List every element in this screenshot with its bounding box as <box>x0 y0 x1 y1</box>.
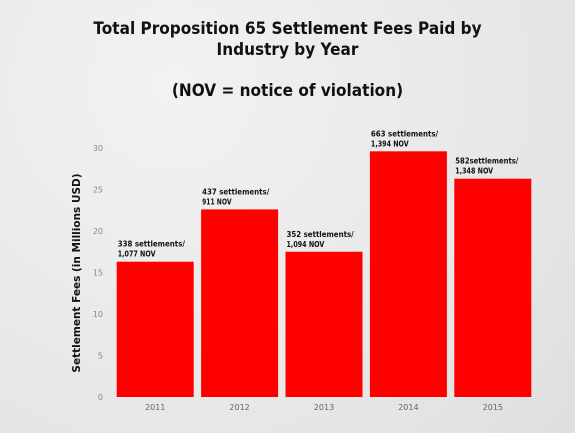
bar-annotation: 338 settlements/ <box>118 240 185 249</box>
bar-2011 <box>116 261 194 397</box>
x-tick-label: 2015 <box>483 403 503 412</box>
bar-annotation: 352 settlements/ <box>287 230 354 239</box>
y-tick-label: 10 <box>93 310 103 319</box>
y-tick-label: 25 <box>93 186 103 195</box>
chart-title-line-1: Total Proposition 65 Settlement Fees Pai… <box>93 19 482 39</box>
y-tick-label: 30 <box>93 144 103 153</box>
chart-title-line-2: Industry by Year <box>216 40 359 60</box>
x-tick-label: 2014 <box>398 403 418 412</box>
chart-subtitle: (NOV = notice of violation) <box>171 81 404 101</box>
bar-2013 <box>285 251 363 397</box>
y-tick-label: 0 <box>98 393 103 402</box>
y-tick-label: 5 <box>98 352 103 361</box>
x-tick-label: 2012 <box>229 403 249 412</box>
bar-2015 <box>454 178 532 397</box>
bar-2014 <box>369 151 447 397</box>
bar-annotation: 582settlements/ <box>455 157 518 166</box>
bar-annotation: 1,077 NOV <box>118 250 156 259</box>
bar-annotation: 1,348 NOV <box>455 167 493 176</box>
bar-annotation: 1,394 NOV <box>371 139 409 148</box>
bar-2012 <box>201 209 279 397</box>
bar-annotation: 1,094 NOV <box>287 240 325 249</box>
bar-annotation: 437 settlements/ <box>202 187 269 196</box>
x-tick-label: 2011 <box>145 403 165 412</box>
y-axis-label: Settlement Fees (in Millions USD) <box>71 173 83 372</box>
y-tick-label: 20 <box>93 227 103 236</box>
y-tick-label: 15 <box>93 269 103 278</box>
x-tick-label: 2013 <box>314 403 334 412</box>
bar-annotation: 663 settlements/ <box>371 129 438 138</box>
bar-annotation: 911 NOV <box>202 197 232 206</box>
